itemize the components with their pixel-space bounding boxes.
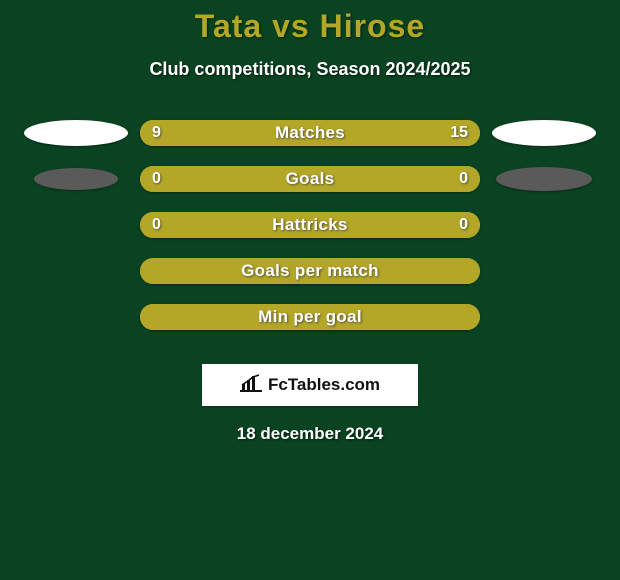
stats-block: Matches915Goals00Hattricks00Goals per ma… xyxy=(0,120,620,350)
bar-label: Matches xyxy=(140,120,480,146)
stat-bar: Hattricks0 0 xyxy=(140,212,480,238)
bar-value-left: 0 xyxy=(152,166,161,192)
stat-bar: Goals per match xyxy=(140,258,480,284)
source-badge-text: FcTables.com xyxy=(268,375,380,395)
stat-row: Hattricks0 0 xyxy=(0,212,620,238)
bar-value-right: 0 xyxy=(459,166,468,192)
title-mid: vs xyxy=(262,8,319,44)
bar-label: Goals xyxy=(140,166,480,192)
stat-bar: Goals0 0 xyxy=(140,166,480,192)
left-side-slot xyxy=(12,168,140,190)
right-ellipse-icon xyxy=(496,167,592,191)
stat-bar: Min per goal xyxy=(140,304,480,330)
date-text: 18 december 2024 xyxy=(0,424,620,444)
bar-label: Goals per match xyxy=(140,258,480,284)
bar-value-right: 0 xyxy=(459,212,468,238)
stats-bars-icon xyxy=(240,374,262,397)
bar-value-left: 0 xyxy=(152,212,161,238)
right-ellipse-icon xyxy=(492,120,596,146)
stat-row: Matches9 15 xyxy=(0,120,620,146)
comparison-card: Tata vs Hirose Club competitions, Season… xyxy=(0,0,620,580)
stat-row: Goals per match xyxy=(0,258,620,284)
bar-label: Min per goal xyxy=(140,304,480,330)
bar-label: Hattricks xyxy=(140,212,480,238)
bar-value-left: 9 xyxy=(152,120,161,146)
stat-row: Min per goal xyxy=(0,304,620,330)
subtitle: Club competitions, Season 2024/2025 xyxy=(0,59,620,80)
source-badge[interactable]: FcTables.com xyxy=(202,364,418,406)
stat-bar: Matches9 15 xyxy=(140,120,480,146)
left-ellipse-icon xyxy=(34,168,118,190)
stat-row: Goals0 0 xyxy=(0,166,620,192)
left-side-slot xyxy=(12,120,140,146)
right-side-slot xyxy=(480,120,608,146)
title-left: Tata xyxy=(195,8,262,44)
bar-value-right: 15 xyxy=(450,120,468,146)
title-right: Hirose xyxy=(320,8,426,44)
right-side-slot xyxy=(480,167,608,191)
page-title: Tata vs Hirose xyxy=(0,8,620,45)
left-ellipse-icon xyxy=(24,120,128,146)
